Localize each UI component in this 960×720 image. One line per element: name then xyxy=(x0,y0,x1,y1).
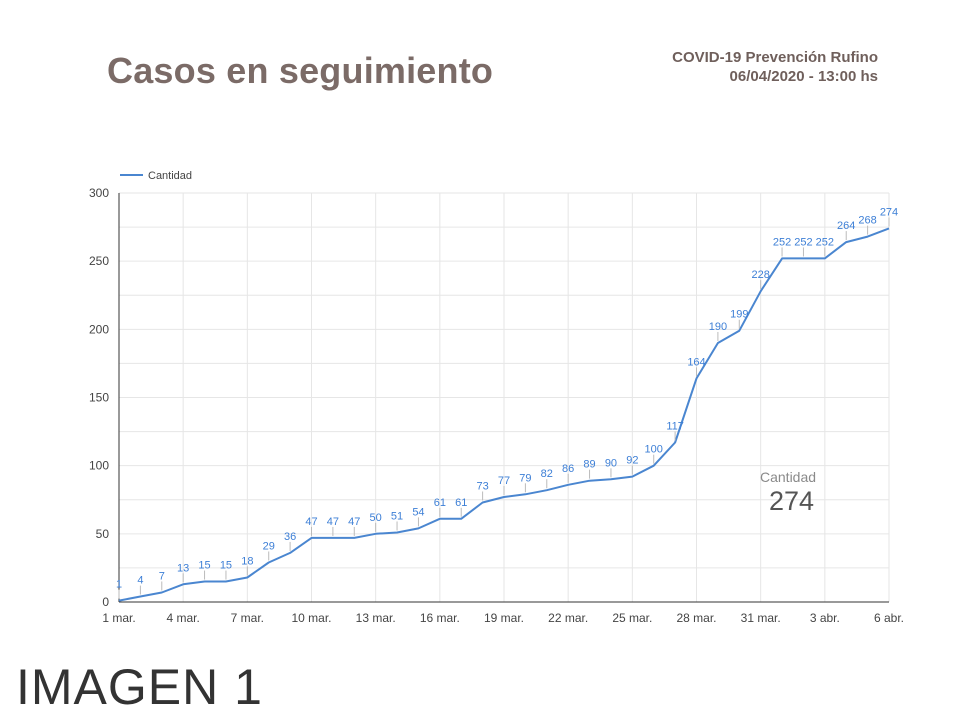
data-label: 228 xyxy=(751,269,769,281)
data-label: 47 xyxy=(348,516,360,528)
scorecard-label: Cantidad xyxy=(760,469,817,485)
data-label: 51 xyxy=(391,510,403,522)
source-name: COVID-19 Prevención Rufino xyxy=(672,49,878,66)
data-label: 36 xyxy=(284,531,296,543)
data-label: 13 xyxy=(177,562,189,574)
x-tick-label: 1 mar. xyxy=(102,611,135,625)
data-label: 50 xyxy=(370,512,382,524)
x-tick-label: 10 mar. xyxy=(291,611,331,625)
series-cantidad xyxy=(118,227,890,602)
data-label: 7 xyxy=(159,570,165,582)
x-tick-label: 28 mar. xyxy=(676,611,716,625)
x-tick-label: 13 mar. xyxy=(356,611,396,625)
chart-title: Casos en seguimiento xyxy=(107,50,494,91)
chart-legend: Cantidad xyxy=(120,170,192,182)
data-label: 29 xyxy=(263,540,275,552)
data-label: 73 xyxy=(476,480,488,492)
x-tick-label: 16 mar. xyxy=(420,611,460,625)
x-tick-label: 19 mar. xyxy=(484,611,524,625)
data-label: 90 xyxy=(605,457,617,469)
data-label: 61 xyxy=(455,497,467,509)
y-tick-label: 250 xyxy=(89,254,109,268)
scorecard-value: 274 xyxy=(769,486,815,516)
chart-grid xyxy=(118,192,890,603)
data-label: 252 xyxy=(773,236,791,248)
x-tick-label: 3 abr. xyxy=(810,611,840,625)
data-label: 268 xyxy=(858,215,876,227)
source-info: COVID-19 Prevención Rufino 06/04/2020 - … xyxy=(672,48,878,86)
source-timestamp: 06/04/2020 - 13:00 hs xyxy=(729,68,878,85)
x-tick-label: 31 mar. xyxy=(741,611,781,625)
data-label: 100 xyxy=(645,444,663,456)
data-label: 18 xyxy=(241,555,253,567)
y-tick-label: 0 xyxy=(102,595,109,609)
x-tick-label: 6 abr. xyxy=(874,611,904,625)
data-label: 92 xyxy=(626,455,638,467)
data-label: 252 xyxy=(794,236,812,248)
data-label: 54 xyxy=(412,506,424,518)
data-label: 252 xyxy=(816,236,834,248)
y-tick-label: 200 xyxy=(89,322,109,336)
data-label: 264 xyxy=(837,220,855,232)
y-tick-label: 150 xyxy=(89,391,109,405)
image-caption: IMAGEN 1 xyxy=(16,659,263,715)
data-label: 86 xyxy=(562,463,574,475)
data-label: 190 xyxy=(709,321,727,333)
data-label: 47 xyxy=(305,516,317,528)
x-tick-label: 7 mar. xyxy=(231,611,264,625)
x-tick-label: 22 mar. xyxy=(548,611,588,625)
data-label: 79 xyxy=(519,472,531,484)
data-label: 77 xyxy=(498,475,510,487)
data-label: 164 xyxy=(687,356,705,368)
data-label: 47 xyxy=(327,516,339,528)
data-label: 117 xyxy=(666,420,684,432)
data-label: 274 xyxy=(880,206,898,218)
data-label: 15 xyxy=(198,560,210,572)
x-tick-label: 25 mar. xyxy=(612,611,652,625)
data-label: 1 xyxy=(116,579,122,591)
y-tick-label: 50 xyxy=(96,527,110,541)
data-label: 15 xyxy=(220,560,232,572)
data-label: 199 xyxy=(730,309,748,321)
y-tick-label: 300 xyxy=(89,186,109,200)
data-label: 61 xyxy=(434,497,446,509)
data-label: 89 xyxy=(583,459,595,471)
legend-label: Cantidad xyxy=(148,170,192,182)
y-tick-label: 100 xyxy=(89,459,109,473)
data-label: 4 xyxy=(137,575,143,587)
series-line xyxy=(118,227,890,602)
data-label: 82 xyxy=(541,468,553,480)
x-tick-label: 4 mar. xyxy=(166,611,199,625)
